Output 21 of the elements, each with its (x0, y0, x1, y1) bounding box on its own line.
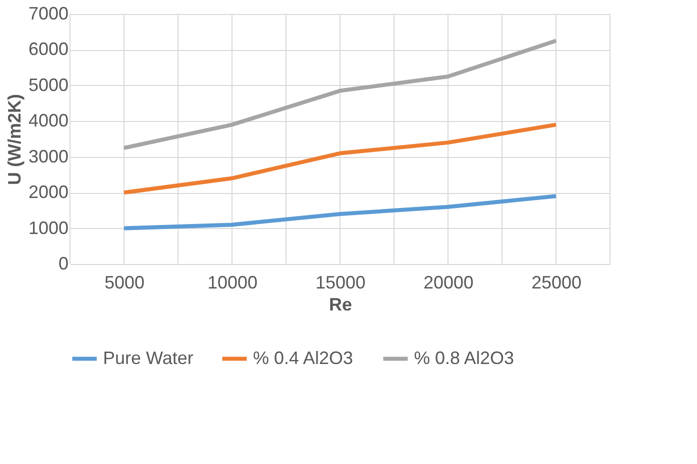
line-series (122, 38, 558, 150)
y-tick-label: 1000 (28, 218, 68, 238)
legend-label: % 0.8 Al2O3 (414, 348, 514, 368)
legend-label: % 0.4 Al2O3 (253, 348, 354, 368)
x-axis-title: Re (328, 294, 352, 314)
x-tick-label: 20000 (423, 272, 474, 292)
y-axis-title: U (W/m2K) (4, 94, 24, 185)
legend-label: Pure Water (103, 348, 194, 368)
y-tick-label: 7000 (28, 4, 68, 24)
x-tick-label: 15000 (315, 272, 366, 292)
y-tick-label: 2000 (28, 182, 68, 202)
y-tick-label: 0 (58, 254, 68, 274)
x-tick-label: 5000 (104, 272, 145, 292)
y-tick-label: 3000 (28, 146, 68, 166)
y-tick-label: 5000 (28, 74, 68, 95)
y-tick-label: 4000 (28, 110, 68, 131)
line-series (122, 194, 558, 230)
x-tick-label: 10000 (207, 272, 258, 292)
x-tick-label: 25000 (531, 272, 582, 292)
line-series (122, 122, 558, 195)
y-tick-label: 6000 (28, 39, 68, 60)
